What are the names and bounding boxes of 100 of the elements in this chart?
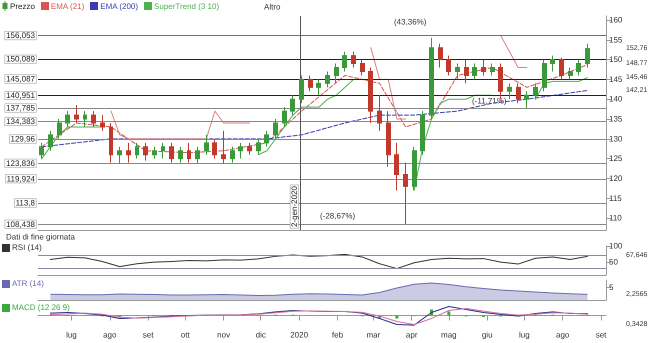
x-tick-label: giu [482, 330, 493, 340]
y-tick-label: 125 [609, 154, 623, 164]
y-tick-label: 115 [609, 194, 622, 203]
candlestick [135, 142, 139, 160]
text: EMA (21) [50, 2, 84, 10]
candlestick [256, 138, 261, 156]
candlestick [83, 110, 87, 128]
candlestick [290, 94, 295, 116]
candlestick [221, 130, 226, 164]
y-tick-label: 135 [609, 114, 623, 124]
candlestick [187, 142, 191, 164]
candlestick [230, 146, 235, 164]
ref-line-label: 145,087 [6, 74, 36, 84]
candlestick [282, 106, 287, 128]
candlestick [386, 110, 391, 168]
candlestick [576, 59, 581, 76]
candlestick [117, 146, 122, 164]
candlestick [100, 114, 105, 132]
y-tick-label: 120 [609, 174, 623, 183]
candlestick [516, 82, 521, 104]
candlestick [264, 130, 269, 148]
candlestick [74, 104, 79, 124]
x-tick-label: set [142, 330, 154, 340]
ref-line-label: 150,089 [6, 54, 36, 64]
y-tick-label: 50 [609, 258, 618, 267]
x-tick-label: 2020 [290, 330, 309, 340]
candlestick [247, 142, 252, 156]
ref-line-label: 140,951 [6, 90, 36, 100]
candlestick [438, 43, 443, 68]
y-tick-label: 5 [609, 283, 614, 292]
annotation: (-11,71%) [472, 96, 507, 106]
y-tick-label: 140 [609, 94, 623, 104]
bar [395, 316, 398, 318]
candlestick [325, 70, 330, 88]
ref-line-label: 119,924 [6, 174, 36, 184]
candlestick [91, 110, 96, 128]
candlestick [178, 146, 183, 164]
text: SuperTrend (3 10) [154, 2, 220, 10]
candlestick [57, 118, 62, 140]
candlestick [412, 146, 417, 191]
text: Altro [264, 2, 281, 12]
y-tick-label: 100 [609, 242, 623, 250]
candlestick [48, 130, 53, 152]
candlestick [455, 63, 460, 80]
candlestick [109, 122, 113, 164]
candlestick [143, 142, 148, 162]
ref-line-label: 2-gen-2020 [290, 186, 299, 227]
candlestick [126, 142, 131, 164]
candlestick [550, 55, 555, 72]
x-tick-label: mag [441, 330, 457, 340]
ref-line-label: 113,8 [16, 198, 36, 208]
candlestick [204, 134, 209, 156]
annotation: (-28,67%) [320, 212, 356, 220]
candlestick [308, 74, 313, 92]
x-tick-label: nov [217, 330, 230, 340]
candlestick [360, 59, 365, 76]
candlestick [334, 63, 339, 84]
candlestick [420, 110, 425, 156]
candlestick [299, 74, 304, 104]
candlestick [542, 59, 547, 92]
candlestick [161, 142, 165, 160]
candlestick [368, 67, 373, 124]
candlestick [507, 82, 512, 100]
ref-line-label: 137,785 [6, 104, 36, 113]
line-series [41, 64, 588, 154]
candlestick [524, 90, 529, 108]
text: Prezzo [10, 2, 35, 10]
x-tick-label: lug [518, 330, 530, 340]
annotation: (43,36%) [394, 18, 427, 26]
candlestick [559, 57, 564, 80]
legend-label: RSI (14) [12, 243, 42, 252]
x-tick-label: mar [366, 330, 381, 340]
text: Dati di fine giornata [6, 232, 76, 242]
x-tick-label: dic [256, 330, 266, 340]
candlestick [568, 67, 573, 80]
candlestick [351, 51, 356, 68]
candlestick [403, 162, 408, 225]
candlestick [533, 82, 538, 100]
candlestick [195, 146, 200, 164]
y-tick-label: 130 [609, 134, 623, 144]
x-tick-label: lug [66, 330, 77, 340]
y-tick-label: 150 [609, 55, 623, 64]
candlestick [152, 146, 157, 160]
ref-line-label: 108,438 [6, 220, 36, 229]
y-tick-label: 160 [609, 15, 623, 24]
x-tick-label: apr [406, 330, 418, 340]
candlestick [316, 78, 321, 96]
candlestick [377, 94, 382, 132]
y-tick-label: 110 [609, 214, 622, 223]
bar [447, 311, 450, 316]
candlestick [490, 63, 495, 76]
candlestick [394, 142, 399, 191]
x-tick-label: ago [556, 330, 570, 340]
candlestick [481, 59, 486, 76]
ref-line-label: 129,96 [10, 134, 36, 144]
candlestick [212, 138, 217, 160]
candlestick [472, 63, 477, 80]
candlestick [585, 43, 590, 68]
y-tick-label: 155 [609, 35, 623, 44]
ref-line-label: 123,836 [6, 158, 36, 168]
